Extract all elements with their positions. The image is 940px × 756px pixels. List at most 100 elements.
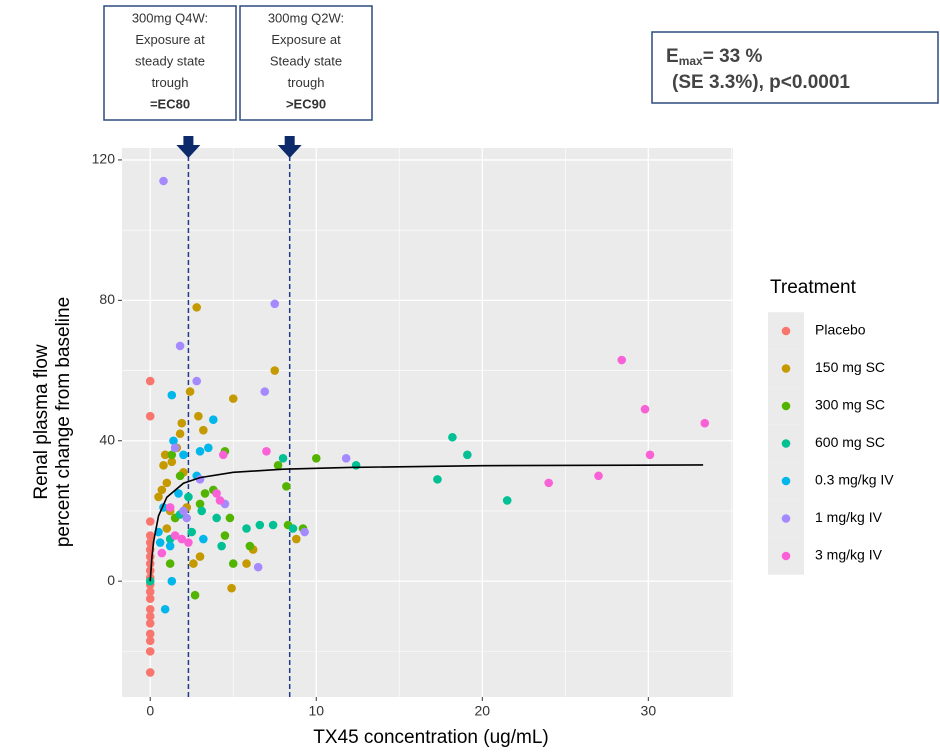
annotation-text: =EC80 xyxy=(150,96,190,111)
point xyxy=(228,394,238,403)
point xyxy=(253,562,263,572)
annotation-text: >EC90 xyxy=(286,96,326,111)
point xyxy=(218,450,228,460)
point xyxy=(145,531,155,540)
y-axis-label-line: Renal plasma flow xyxy=(31,344,52,500)
point xyxy=(502,496,512,505)
point xyxy=(645,450,655,460)
point xyxy=(160,604,170,614)
emax-second-line: (SE 3.3%), p<0.0001 xyxy=(672,72,850,93)
point xyxy=(199,425,208,435)
point xyxy=(145,411,155,421)
point xyxy=(159,176,168,186)
legend-marker xyxy=(781,326,791,336)
point xyxy=(351,461,361,470)
point xyxy=(311,454,321,463)
point xyxy=(199,534,208,544)
point xyxy=(165,559,175,568)
point xyxy=(228,559,238,568)
legend-label: 1 mg/kg IV xyxy=(815,509,883,525)
point xyxy=(640,404,650,414)
point xyxy=(187,527,197,537)
point xyxy=(182,513,192,523)
point xyxy=(154,492,163,502)
point xyxy=(242,559,251,568)
point xyxy=(448,432,457,442)
point xyxy=(165,503,175,512)
legend-marker xyxy=(781,551,791,561)
point xyxy=(157,548,167,558)
point xyxy=(175,471,185,481)
point xyxy=(145,604,155,614)
point xyxy=(169,436,178,446)
point xyxy=(341,454,351,463)
point xyxy=(195,552,205,561)
point xyxy=(242,524,251,533)
point xyxy=(145,647,155,656)
emax-box xyxy=(651,31,939,104)
point xyxy=(255,520,265,530)
panel xyxy=(122,148,733,697)
point xyxy=(177,534,187,544)
point xyxy=(463,450,472,460)
emax-subscript: max xyxy=(679,54,703,68)
point xyxy=(145,376,155,386)
point xyxy=(174,489,183,498)
y-tick-label: 80 xyxy=(99,291,115,307)
point xyxy=(155,538,165,547)
annotation-text: steady state xyxy=(135,53,205,68)
arrow xyxy=(176,136,201,158)
point xyxy=(145,629,155,639)
point xyxy=(145,611,155,621)
legend-marker xyxy=(781,401,791,411)
point xyxy=(700,418,710,428)
point xyxy=(215,496,225,505)
legend-marker xyxy=(781,364,791,373)
legend-label: 600 mg SC xyxy=(815,434,885,450)
point xyxy=(288,524,298,533)
point xyxy=(179,506,188,516)
point xyxy=(167,576,177,586)
point xyxy=(217,541,226,551)
point xyxy=(260,387,270,396)
point xyxy=(167,390,177,400)
emax-symbol: E xyxy=(666,46,679,67)
point xyxy=(145,517,155,526)
point xyxy=(225,513,235,523)
x-tick-label: 20 xyxy=(475,703,491,719)
legend-marker xyxy=(781,514,791,523)
point xyxy=(204,443,213,453)
y-axis-label: Renal plasma flow percent change from ba… xyxy=(31,297,74,547)
legend-label: 300 mg SC xyxy=(815,397,885,413)
point xyxy=(273,461,283,470)
point xyxy=(194,411,203,421)
x-axis-label: TX45 concentration (ug/mL) xyxy=(313,727,549,748)
point xyxy=(278,454,288,463)
point xyxy=(270,366,280,375)
annotation-text: trough xyxy=(288,75,325,90)
point xyxy=(185,387,195,396)
annotation-text: 300mg Q2W: xyxy=(268,10,344,25)
legend-label: Placebo xyxy=(815,322,866,338)
point xyxy=(262,446,271,456)
legend-label: 150 mg SC xyxy=(815,359,885,375)
x-tick-label: 0 xyxy=(146,703,154,719)
y-axis-label-line: percent change from baseline xyxy=(53,297,74,547)
grid xyxy=(122,148,733,697)
point xyxy=(184,538,193,547)
point xyxy=(145,538,155,547)
point xyxy=(195,499,205,509)
point xyxy=(433,475,442,484)
legend-marker xyxy=(781,476,791,486)
point xyxy=(159,461,168,470)
point xyxy=(162,478,172,488)
point xyxy=(212,513,221,523)
point xyxy=(145,594,155,604)
point xyxy=(220,531,230,540)
point xyxy=(145,618,155,628)
point xyxy=(165,541,175,551)
point xyxy=(300,527,309,537)
point xyxy=(157,485,167,495)
point xyxy=(617,355,627,365)
